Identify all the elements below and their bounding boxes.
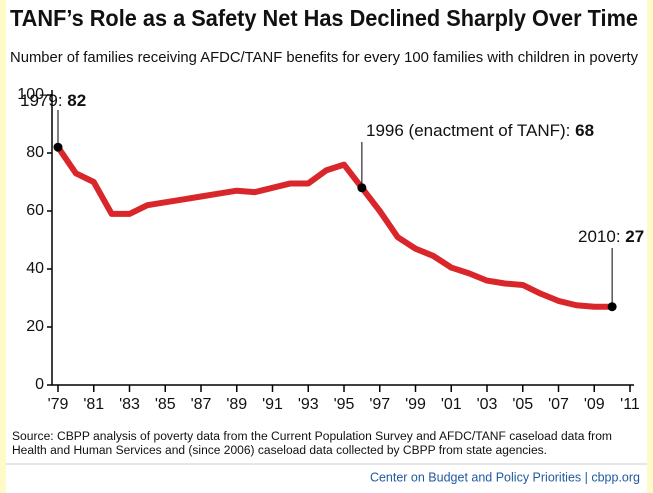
x-tick-label: '87 [191,396,212,413]
x-tick-label: '07 [548,396,569,413]
data-label: 27 [625,227,644,246]
y-tick-label: 0 [35,376,44,393]
data-label: 68 [575,121,594,140]
y-tick-label: 60 [26,202,44,219]
x-tick-label: '97 [369,396,390,413]
x-tick-label: '93 [298,396,319,413]
x-tick-label: '85 [155,396,176,413]
source: Source: CBPP analysis of poverty data fr… [12,431,612,443]
line [55,145,613,310]
annotation: 2010: 27 [578,227,644,246]
x-tick-label: '91 [262,396,283,413]
point-marker [53,142,63,152]
annotation-label: 1996 (enactment of TANF): [366,121,570,140]
point-marker [357,183,367,193]
chart-subtitle: Number of families receiving AFDC/TANF b… [10,49,638,66]
annotation-label: 2010: [578,227,621,246]
x-tick-label: '99 [405,396,426,413]
x-tick-label: '83 [119,396,140,413]
panel [6,0,647,493]
credit: Center on Budget and Policy Priorities |… [370,470,640,484]
y-tick-label: 100 [17,86,44,103]
data-label: 82 [67,91,86,110]
x-tick-label: '05 [512,396,533,413]
chart-title: TANF’s Role as a Safety Net Has Declined… [10,5,638,31]
x-tick-label: '11 [620,396,640,413]
x-tick-label: '79 [48,396,69,413]
point-marker [607,302,617,312]
annotation: 1996 (enactment of TANF): 68 [366,121,594,140]
source: Health and Human Services and (since 200… [12,445,547,457]
x-tick-label: '03 [477,396,498,413]
x-tick-label: '81 [83,396,104,413]
y-tick-label: 20 [26,318,44,335]
x-tick-label: '95 [334,396,355,413]
x-tick-label: '01 [441,396,462,413]
y-tick-label: 40 [26,260,44,277]
x-tick-label: '09 [584,396,605,413]
x-tick-label: '89 [226,396,247,413]
y-tick-label: 80 [26,144,44,161]
